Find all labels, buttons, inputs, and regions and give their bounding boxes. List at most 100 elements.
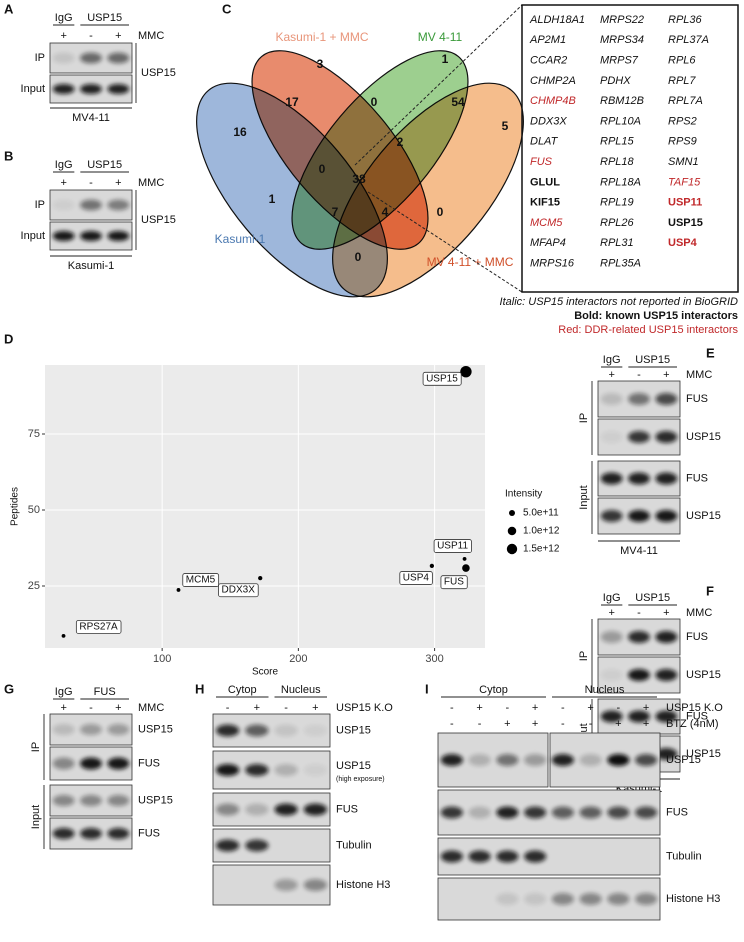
venn-count: 0 xyxy=(371,95,378,109)
blot-band xyxy=(628,669,650,681)
x-tick-label: 100 xyxy=(153,653,171,665)
point-label-box xyxy=(218,583,259,598)
point xyxy=(462,557,467,561)
blot-band xyxy=(468,754,491,766)
row-note: (high exposure) xyxy=(336,776,385,783)
row-label: USP15 xyxy=(686,510,721,522)
blot-band xyxy=(551,893,574,905)
group-label: USP15 xyxy=(635,354,670,366)
group-label: IgG xyxy=(603,592,621,604)
point-label-box xyxy=(182,573,220,587)
blot-band xyxy=(600,393,623,405)
row-label: USP15 xyxy=(336,724,371,736)
treatment-label: MMC xyxy=(138,702,164,714)
blot-band xyxy=(468,850,491,863)
row-label: USP15 xyxy=(138,723,173,735)
blot-band xyxy=(607,893,630,905)
blot-band xyxy=(440,850,463,863)
blot-band xyxy=(52,83,75,95)
blot-band xyxy=(635,806,658,819)
point-label-box xyxy=(399,571,433,585)
blot-band xyxy=(551,806,574,819)
treatment-sign: - xyxy=(450,718,454,730)
blot-band xyxy=(635,754,658,766)
blot-band xyxy=(274,724,298,737)
section-label: Input xyxy=(578,485,590,509)
blot-band xyxy=(600,431,623,443)
row-label: USP15 xyxy=(666,754,701,766)
gene: MRPS7 xyxy=(600,55,639,67)
cell-line-label: MV4-11 xyxy=(72,112,110,124)
treatment-sign: - xyxy=(561,702,565,714)
group-label: Nucleus xyxy=(585,684,625,696)
group-label: Cytop xyxy=(479,684,508,696)
treatment-label: MMC xyxy=(138,30,164,42)
gene: ALDH18A1 xyxy=(529,14,585,26)
blot-band xyxy=(52,794,75,807)
blot-band xyxy=(600,510,623,522)
blot-band xyxy=(600,472,623,485)
x-tick-label: 300 xyxy=(425,653,443,665)
venn-count: 54 xyxy=(451,95,465,109)
zoom-line xyxy=(354,4,523,166)
point-label: MCM5 xyxy=(186,575,216,586)
treatment-sign: - xyxy=(89,177,93,189)
blot-band xyxy=(628,631,650,643)
row-label: USP15 xyxy=(336,760,371,772)
blot-band xyxy=(655,631,678,643)
point-label: FUS xyxy=(444,577,464,588)
treatment-sign: + xyxy=(115,30,121,42)
blot-band xyxy=(496,754,519,766)
venn-count: 0 xyxy=(355,250,362,264)
blot-band xyxy=(245,764,269,776)
row-label: USP15 xyxy=(686,431,721,443)
venn-count: 1 xyxy=(442,52,449,66)
blot-band xyxy=(303,724,328,737)
point-label: USP4 xyxy=(403,573,430,584)
panel-label: F xyxy=(706,583,714,598)
blot-band xyxy=(274,879,298,891)
blot-band xyxy=(600,669,623,681)
gene: CHMP4B xyxy=(530,95,576,107)
gene: SMN1 xyxy=(668,156,699,168)
gene: MRPS16 xyxy=(530,258,575,270)
blot-band xyxy=(440,754,463,766)
blot-band xyxy=(635,893,658,905)
row-label: FUS xyxy=(666,806,688,818)
blot-band xyxy=(655,710,678,723)
blot-band xyxy=(215,764,240,776)
blot-band xyxy=(303,764,328,776)
blot-band xyxy=(215,803,240,816)
blot-band xyxy=(52,230,75,242)
point-label-box xyxy=(75,620,122,634)
gene: RPL26 xyxy=(600,217,635,229)
group-label: Nucleus xyxy=(281,684,321,696)
blot-band xyxy=(52,723,75,736)
treatment-sign: + xyxy=(504,718,510,730)
blot-band xyxy=(107,723,130,736)
gene: DLAT xyxy=(530,136,559,148)
treatment-sign: - xyxy=(637,369,641,381)
blot-band xyxy=(80,52,102,64)
legend-note: Bold: known USP15 interactors xyxy=(574,310,738,322)
treatment-sign: + xyxy=(115,702,121,714)
group-label: USP15 xyxy=(87,159,122,171)
treatment-sign: - xyxy=(637,607,641,619)
gene: DDX3X xyxy=(530,115,567,127)
treatment-sign: + xyxy=(115,177,121,189)
gene: KIF15 xyxy=(530,197,560,209)
point-label: RPS27A xyxy=(79,621,118,632)
venn-count: 17 xyxy=(285,95,299,109)
gene: RPL31 xyxy=(600,237,634,249)
venn-set xyxy=(332,82,524,298)
treatment-sign: - xyxy=(617,702,621,714)
blot-band xyxy=(215,839,240,852)
section-label: IP xyxy=(578,651,590,661)
group-label: Cytop xyxy=(228,684,257,696)
treatment-sign: - xyxy=(506,702,510,714)
legend-label: 5.0e+11 xyxy=(523,508,559,519)
venn-count: 4 xyxy=(382,205,389,219)
panel-label: H xyxy=(195,681,204,696)
gene: RBM12B xyxy=(600,95,644,107)
blot-band xyxy=(107,230,130,242)
